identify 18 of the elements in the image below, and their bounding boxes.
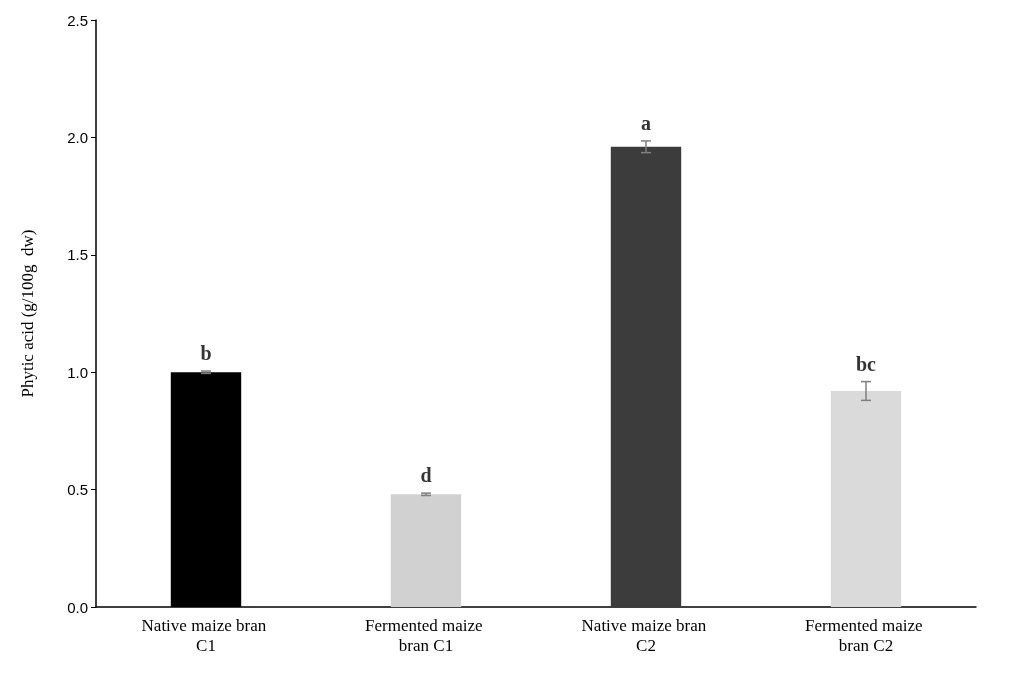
y-tick-label: 0.0 (67, 598, 88, 616)
y-axis-title: Phytic acid (g/100g dw) (18, 229, 37, 398)
y-tick-label: 0.5 (67, 481, 88, 499)
bar (610, 146, 682, 607)
y-tick-label: 1.5 (67, 246, 88, 264)
y-tick-label: 2.5 (67, 11, 88, 29)
bar (830, 390, 902, 607)
x-tick-label: Native maize bran C2 (581, 615, 711, 655)
y-tick-label: 1.0 (67, 363, 88, 381)
x-tick-label: Fermented maize bran C1 (365, 615, 487, 655)
annotation: b (200, 342, 212, 365)
annotation: a (641, 111, 651, 134)
annotation: bc (856, 352, 877, 375)
y-tick-label: 2.0 (67, 128, 88, 146)
bar (390, 494, 462, 607)
x-tick-label: Fermented maize bran C2 (805, 615, 927, 655)
x-tick-label: Native maize bran C1 (141, 615, 271, 655)
annotation: d (420, 464, 432, 487)
